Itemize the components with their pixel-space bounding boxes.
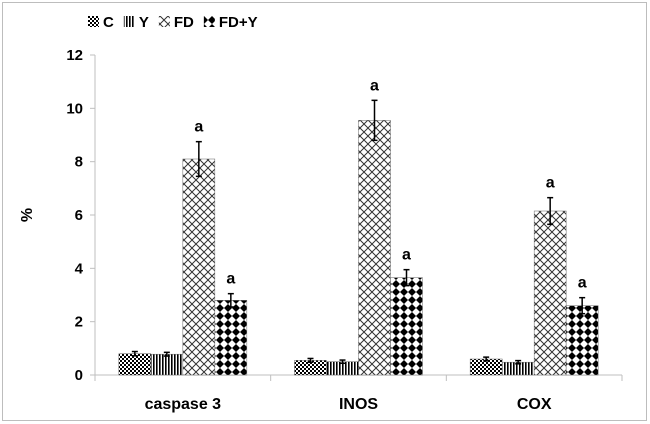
legend-label: FD — [174, 14, 194, 31]
significance-label: a — [402, 247, 411, 264]
bar — [182, 158, 216, 376]
x-tick-label: INOS — [339, 396, 378, 413]
bar — [565, 305, 599, 376]
legend-swatch — [203, 16, 215, 27]
bar — [358, 120, 391, 376]
significance-label: a — [194, 119, 203, 136]
significance-label: a — [578, 275, 587, 292]
y-tick-label: 2 — [75, 314, 83, 331]
bar — [118, 353, 152, 376]
bar — [150, 353, 184, 376]
legend-label: Y — [139, 14, 149, 31]
legend-swatch — [88, 16, 99, 27]
x-tick-label: caspase 3 — [145, 396, 222, 413]
bars: a a a a a a — [118, 77, 599, 376]
significance-label: a — [370, 77, 379, 94]
y-tick-label: 0 — [75, 367, 83, 384]
y-tick-label: 6 — [75, 207, 83, 224]
legend-label: C — [103, 14, 114, 31]
legend: C Y FD FD+Y — [88, 14, 258, 31]
legend-swatch — [123, 16, 135, 27]
bar — [390, 277, 423, 376]
legend-swatch — [158, 16, 170, 27]
significance-label: a — [546, 175, 555, 192]
y-tick-label: 8 — [75, 154, 83, 171]
bar — [214, 300, 248, 376]
bar — [533, 210, 567, 376]
y-axis-label: % — [19, 208, 36, 222]
y-tick-label: 4 — [75, 260, 84, 277]
legend-label: FD+Y — [219, 14, 258, 31]
y-tick-label: 10 — [66, 100, 83, 117]
significance-label: a — [226, 271, 235, 288]
y-tick-label: 12 — [66, 47, 83, 64]
x-tick-label: COX — [517, 396, 552, 413]
